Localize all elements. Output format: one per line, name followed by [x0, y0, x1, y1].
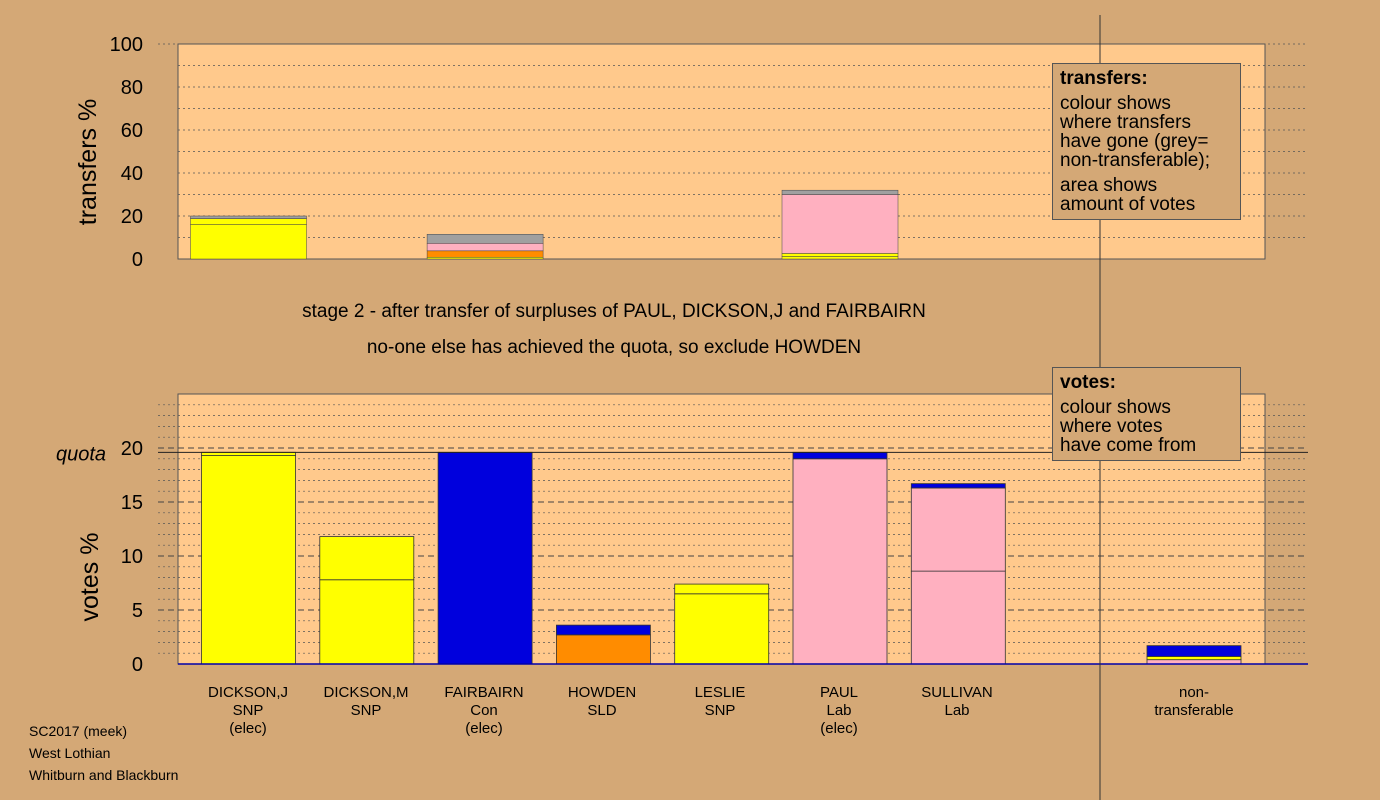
transfer-segment [190, 215, 307, 219]
footer-election: SC2017 (meek) [29, 723, 128, 739]
nontransferable-label: non- transferable [1134, 684, 1254, 720]
candidate-vote-segment [319, 579, 415, 665]
candidate-vote-segment [556, 624, 651, 636]
candidate-party: SNP [232, 702, 264, 719]
candidate-vote-segment [556, 634, 651, 665]
stage-action: no-one else has achieved the quota, so e… [366, 337, 862, 358]
candidate-vote-segment [910, 487, 1006, 572]
transfer-segment [426, 257, 544, 260]
transfers-tick-label: 60 [121, 120, 143, 142]
candidate-party: Con [470, 702, 498, 719]
candidate-label: SULLIVAN Lab [897, 684, 1017, 720]
transfers-tick-label: 80 [121, 77, 143, 99]
transfer-segment [426, 234, 544, 244]
candidate-party: SNP [350, 702, 382, 719]
votes-tick-label: 5 [132, 600, 143, 622]
transfer-segment [190, 218, 307, 225]
candidate-status: (elec) [465, 720, 503, 737]
nontransferable-label-line: transferable [1154, 702, 1234, 719]
transfers-legend-line: colour shows [1060, 93, 1171, 114]
candidate-vote-segment [437, 451, 533, 665]
transfers-legend: transfers: colour shows where transfers … [1052, 63, 1241, 220]
candidate-vote-segment [910, 483, 1006, 489]
candidate-label: FAIRBAIRN Con (elec) [424, 684, 544, 738]
transfer-segment [426, 250, 544, 258]
votes-legend-line: colour shows [1060, 397, 1171, 418]
votes-tick-label: 10 [121, 546, 143, 568]
transfers-axis-label: transfers % [74, 99, 102, 225]
votes-legend-line: where votes [1060, 416, 1163, 437]
candidate-name: PAUL [819, 684, 859, 701]
candidate-name: SULLIVAN [921, 684, 993, 701]
candidate-party: SNP [704, 702, 736, 719]
votes-tick-label: 0 [132, 654, 143, 676]
nontransferable-label-line: non- [1178, 684, 1210, 701]
transfers-legend-title: transfers: [1060, 68, 1148, 89]
votes-axis-label: votes % [76, 533, 104, 622]
candidate-status: (elec) [229, 720, 267, 737]
transfer-segment [781, 189, 899, 195]
candidate-vote-segment [910, 570, 1006, 665]
candidate-vote-segment [674, 593, 770, 665]
transfers-tick-label: 20 [121, 206, 143, 228]
votes-legend: votes: colour shows where votes have com… [1052, 367, 1241, 461]
transfers-tick-label: 0 [132, 249, 143, 271]
candidate-vote-segment [674, 583, 770, 595]
footer-ward: Whitburn and Blackburn [29, 767, 179, 783]
candidate-party: Lab [826, 702, 852, 719]
transfers-legend-line: area shows [1060, 175, 1158, 196]
transfers-legend-line: where transfers [1060, 112, 1191, 133]
candidate-status: (elec) [820, 720, 858, 737]
candidate-vote-segment [201, 455, 296, 665]
candidate-label: DICKSON,M SNP [306, 684, 426, 720]
candidate-label: PAUL Lab (elec) [779, 684, 899, 738]
candidate-vote-segment [792, 458, 888, 665]
candidate-party: Lab [944, 702, 970, 719]
candidate-label: DICKSON,J SNP (elec) [188, 684, 308, 738]
nontransferable-segment [1146, 656, 1242, 661]
transfers-tick-label: 100 [110, 34, 143, 56]
transfer-segment [781, 194, 899, 254]
transfers-legend-line: have gone (grey= [1060, 131, 1209, 152]
transfer-segment [781, 253, 899, 257]
votes-tick-label: 15 [121, 492, 143, 514]
stage-description: stage 2 - after transfer of surpluses of… [302, 301, 926, 322]
candidate-vote-segment [319, 536, 415, 581]
candidate-name: DICKSON,M [323, 684, 409, 701]
transfers-legend-line: non-transferable); [1060, 150, 1210, 171]
votes-legend-line: have come from [1060, 435, 1197, 456]
transfer-segment [426, 243, 544, 252]
candidate-name: LESLIE [694, 684, 746, 701]
candidate-label: HOWDEN SLD [542, 684, 662, 720]
transfers-legend-line: amount of votes [1060, 194, 1196, 215]
votes-legend-title: votes: [1060, 372, 1116, 393]
transfers-tick-label: 40 [121, 163, 143, 185]
nontransferable-segment [1146, 645, 1242, 657]
candidate-name: HOWDEN [567, 684, 637, 701]
candidate-party: SLD [587, 702, 617, 719]
votes-tick-label: 20 [121, 438, 143, 460]
candidate-label: LESLIE SNP [660, 684, 780, 720]
footer-council: West Lothian [29, 745, 111, 761]
quota-label: quota [56, 443, 106, 465]
transfer-segment [190, 224, 307, 260]
candidate-name: FAIRBAIRN [444, 684, 524, 701]
transfer-segment [781, 256, 899, 260]
candidate-name: DICKSON,J [207, 684, 288, 701]
candidate-vote-segment [792, 451, 888, 460]
footer-info: SC2017 (meek) West Lothian Whitburn and … [29, 720, 178, 786]
